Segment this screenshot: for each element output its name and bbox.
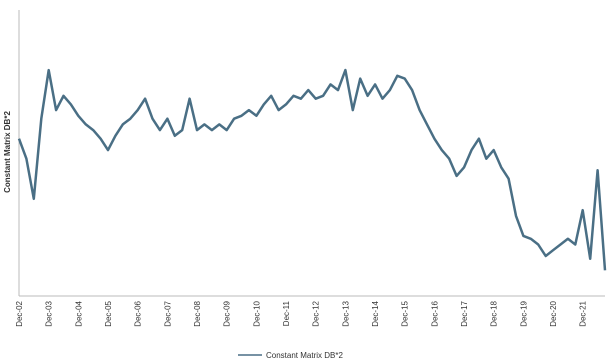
x-tick-label: Dec-19 xyxy=(519,300,528,326)
x-tick-label: Dec-02 xyxy=(15,300,24,326)
x-tick-label: Dec-03 xyxy=(45,300,54,326)
data-line xyxy=(17,68,607,271)
x-tick-label: Dec-17 xyxy=(460,300,469,326)
x-tick-label: Dec-11 xyxy=(282,300,291,326)
legend-label: Constant Matrix DB*2 xyxy=(266,351,343,360)
x-tick-label: Dec-20 xyxy=(549,300,558,326)
x-tick-label: Dec-15 xyxy=(401,300,410,326)
x-tick-label: Dec-13 xyxy=(341,300,350,326)
x-tick-label: Dec-18 xyxy=(490,300,499,326)
x-tick-label: Dec-05 xyxy=(104,300,113,326)
x-tick-label: Dec-14 xyxy=(371,300,380,326)
y-axis-label: Constant Matrix DB*2 xyxy=(3,111,12,193)
x-tick-label: Dec-07 xyxy=(163,300,172,326)
x-tick-label: Dec-08 xyxy=(193,300,202,326)
x-tick-label: Dec-04 xyxy=(74,300,83,326)
x-tick-label: Dec-12 xyxy=(312,300,321,326)
x-tick-label: Dec-10 xyxy=(252,300,261,326)
x-tick-label: Dec-06 xyxy=(134,300,143,326)
x-tick-label: Dec-21 xyxy=(579,300,588,326)
x-tick-label: Dec-16 xyxy=(430,300,439,326)
x-tick-label: Dec-09 xyxy=(223,300,232,326)
